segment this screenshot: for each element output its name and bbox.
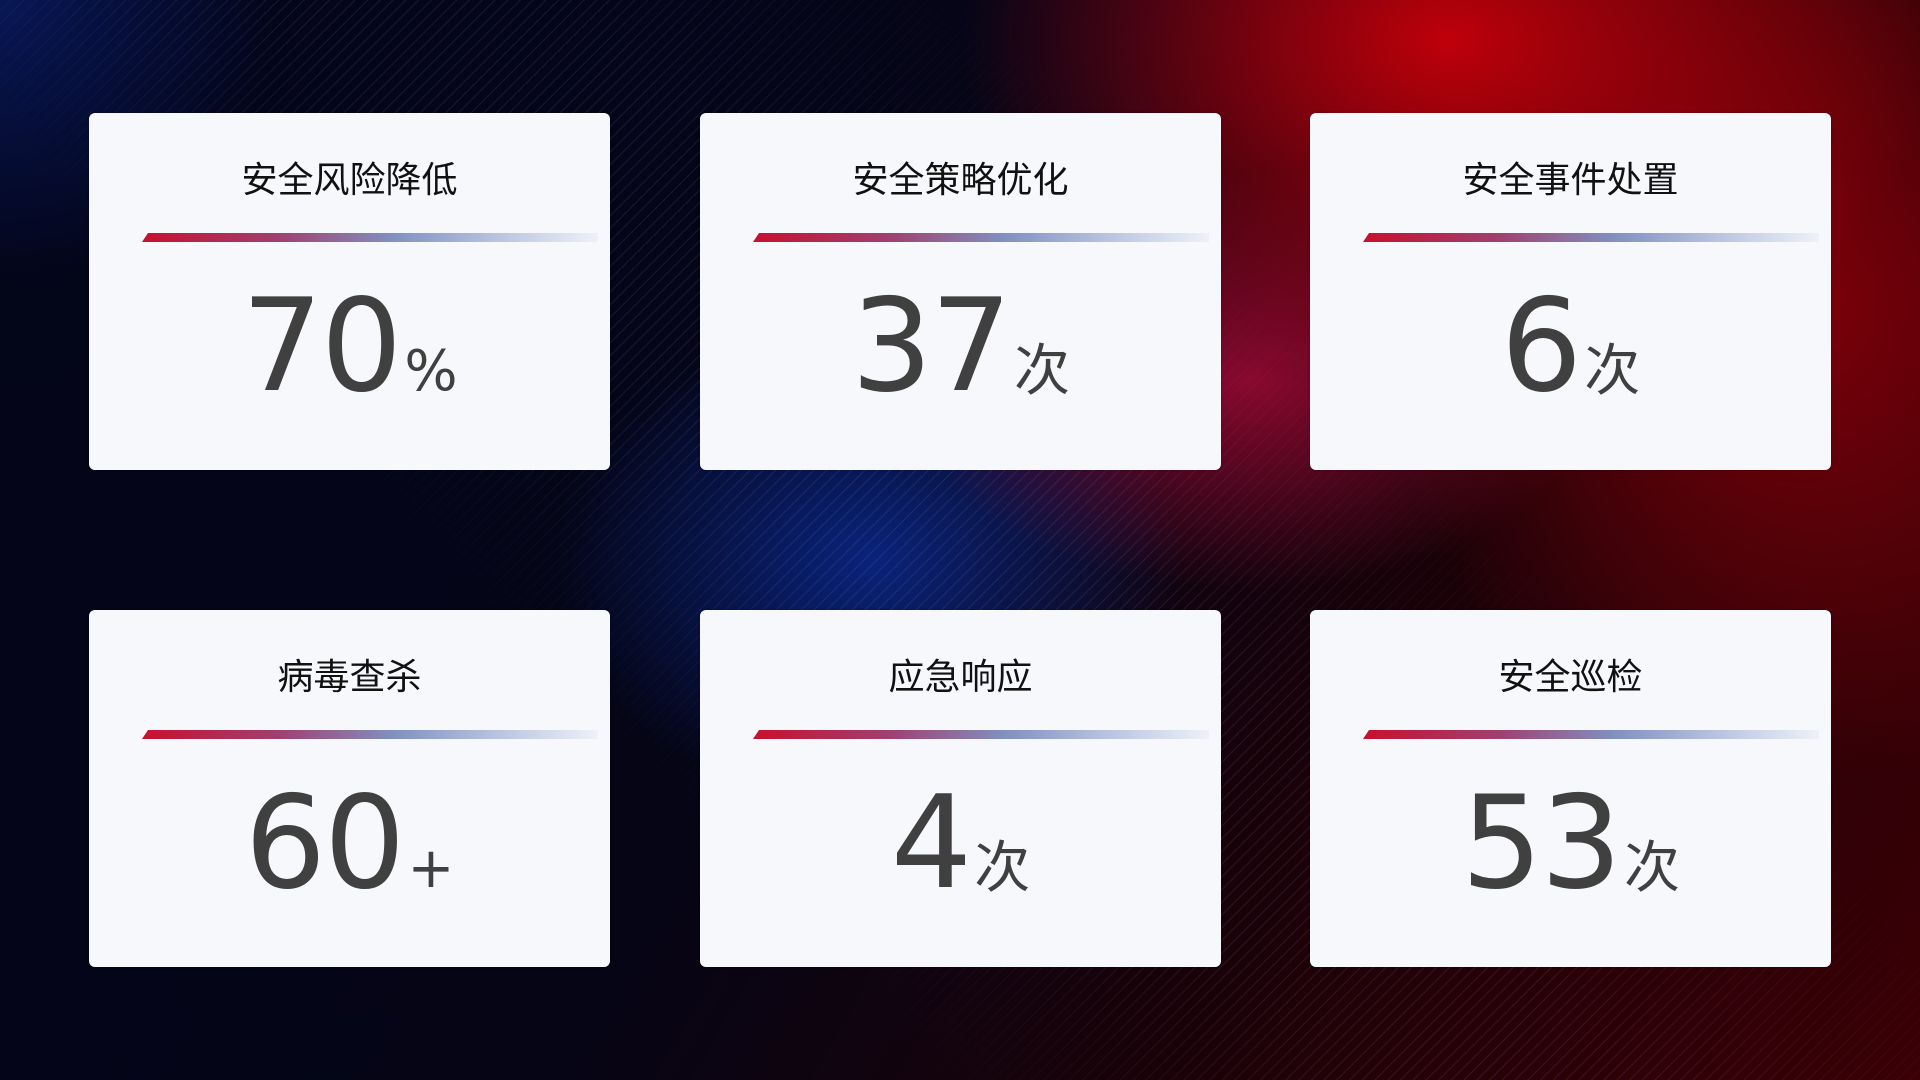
gradient-divider [1363, 730, 1819, 739]
stat-card: 病毒查杀 60+ [89, 610, 610, 967]
stat-number: 6 [1500, 272, 1582, 421]
stat-number: 37 [851, 272, 1012, 421]
stat-number: 53 [1461, 769, 1622, 918]
stat-title: 安全风险降低 [241, 160, 458, 201]
stat-card: 应急响应 4次 [700, 610, 1221, 967]
stat-card: 安全巡检 53次 [1310, 610, 1831, 967]
stat-unit: 次 [974, 836, 1031, 901]
stat-card: 安全风险降低 70% [89, 113, 610, 470]
stat-title: 安全事件处置 [1462, 160, 1679, 201]
gradient-divider [1363, 233, 1819, 242]
stat-value: 53次 [1310, 780, 1831, 908]
stat-value: 6次 [1310, 283, 1831, 411]
stat-value: 37次 [700, 283, 1221, 411]
stat-unit: 次 [1584, 339, 1641, 404]
gradient-divider [753, 730, 1209, 739]
stat-card: 安全事件处置 6次 [1310, 113, 1831, 470]
stat-value: 70% [89, 283, 610, 411]
stat-card: 安全策略优化 37次 [700, 113, 1221, 470]
stat-number: 4 [890, 769, 972, 918]
stat-unit: 次 [1013, 339, 1070, 404]
stat-number: 60 [244, 769, 406, 918]
stat-unit: % [404, 339, 458, 404]
stat-title: 安全巡检 [1498, 657, 1643, 698]
stat-value: 60+ [89, 780, 610, 908]
gradient-divider [142, 233, 598, 242]
stat-number: 70 [241, 272, 402, 421]
stat-title: 病毒查杀 [277, 657, 422, 698]
gradient-divider [753, 233, 1209, 242]
stat-unit: + [407, 836, 455, 901]
stat-value: 4次 [700, 780, 1221, 908]
stat-title: 安全策略优化 [852, 160, 1069, 201]
stat-title: 应急响应 [888, 657, 1033, 698]
stat-unit: 次 [1623, 836, 1680, 901]
gradient-divider [142, 730, 598, 739]
